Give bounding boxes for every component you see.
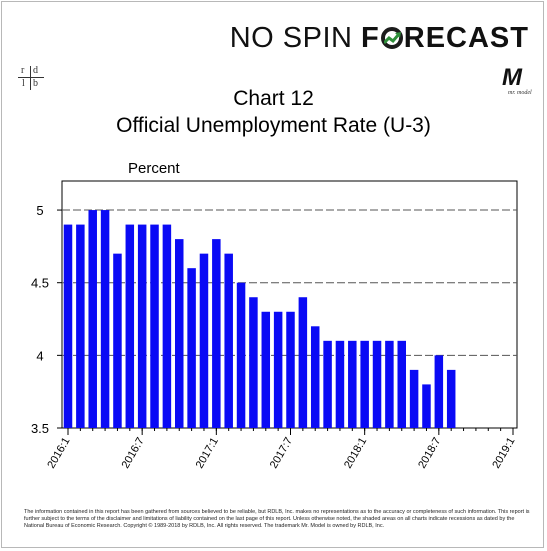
bar [249, 297, 258, 428]
bar [286, 311, 295, 428]
y-axis-label: Percent [128, 160, 180, 177]
bar [397, 340, 406, 428]
bar [446, 369, 456, 428]
bar [63, 224, 73, 428]
bar [261, 311, 271, 428]
rdlb-logo: r d l b [18, 66, 44, 90]
bar [187, 268, 196, 428]
bar [434, 355, 444, 428]
bar [125, 224, 135, 428]
bar [323, 340, 332, 428]
bar [298, 297, 308, 428]
bar [113, 253, 122, 428]
disclaimer-footer: The information contained in this report… [24, 509, 530, 529]
brand-logo: NO SPIN F RECAST [230, 22, 529, 55]
x-tick-label: 2017:7 [268, 436, 295, 471]
chart-subtitle: Official Unemployment Rate (U-3) [116, 114, 431, 137]
x-tick-label: 2016:7 [120, 436, 147, 471]
chart-title: Chart 12 [233, 87, 314, 110]
brand-name-part1: NO SPIN [229, 22, 362, 54]
forecast-arrow-icon [380, 27, 403, 49]
bar [88, 210, 97, 428]
bar [199, 253, 209, 428]
bar [310, 326, 320, 428]
x-tick-label: 2019:1 [490, 436, 517, 471]
bar [212, 239, 221, 428]
bar [348, 340, 357, 428]
bar [150, 224, 159, 428]
bar [409, 369, 419, 428]
x-tick-label: 2018:1 [342, 436, 369, 471]
bar [335, 340, 345, 428]
bar [175, 239, 184, 428]
bar [273, 311, 283, 428]
bar [224, 253, 233, 428]
bar [100, 210, 110, 428]
y-tick-label: 3.5 [31, 421, 49, 436]
x-tick-label: 2018:7 [416, 436, 443, 471]
x-tick-label: 2016:1 [45, 436, 72, 471]
y-tick-label: 4 [36, 348, 43, 363]
brand-forecast: F RECAST [361, 22, 529, 54]
x-tick-label: 2017:1 [194, 436, 221, 471]
bar [360, 340, 369, 428]
bar [76, 224, 85, 428]
bar [162, 224, 172, 428]
bar [422, 384, 431, 428]
bar [385, 340, 394, 428]
y-tick-label: 4.5 [31, 276, 49, 291]
mr-model-logo: M mr. model [502, 64, 532, 96]
bar [137, 224, 147, 428]
bar [372, 340, 382, 428]
y-tick-label: 5 [36, 203, 43, 218]
bar [236, 282, 246, 428]
